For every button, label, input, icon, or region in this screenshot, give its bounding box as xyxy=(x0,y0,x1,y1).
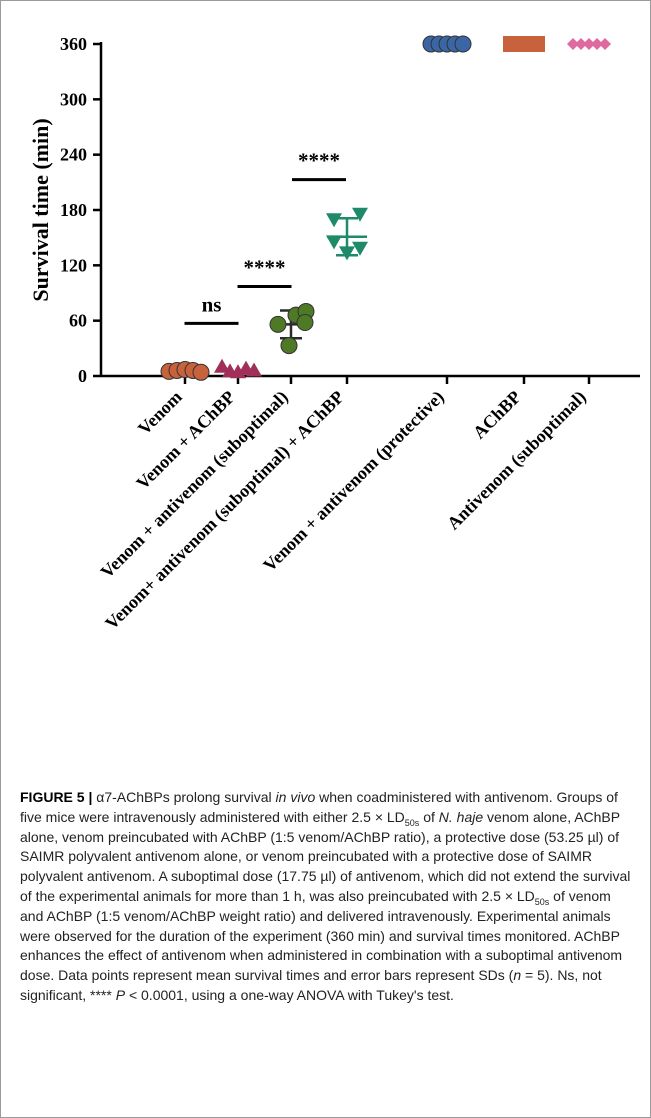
significance-label: **** xyxy=(298,149,340,173)
caption-segment: n xyxy=(513,967,522,984)
caption-segment: α7-AChBPs prolong survival xyxy=(92,789,276,805)
significance-label: **** xyxy=(244,256,286,280)
caption-segment: when coadministered with antivenom. Grou… xyxy=(20,789,618,825)
data-point xyxy=(352,241,368,256)
data-point xyxy=(575,38,587,50)
data-point xyxy=(454,35,472,53)
data-point xyxy=(269,315,287,333)
y-tick-label: 60 xyxy=(69,311,87,331)
significance-label: ns xyxy=(202,292,222,316)
x-category-label: AChBP xyxy=(469,387,525,443)
data-point xyxy=(591,38,603,50)
caption-segment: = 5). Ns, not significant, **** xyxy=(20,967,602,1003)
survival-scatter-chart: 0 60 120 180 240 300 360 Survival time (min) Ven… xyxy=(28,34,640,634)
caption-segment: < 0.0001, using a one-way ANOVA with Tuk… xyxy=(125,986,454,1003)
caption-segment: venom alone, AChBP alone, venom preincub… xyxy=(20,808,631,904)
data-point xyxy=(214,358,230,373)
x-category-label: Venom + AChBP xyxy=(132,387,239,494)
y-tick-label: 240 xyxy=(60,145,87,165)
data-point xyxy=(280,337,298,355)
data-point xyxy=(529,36,545,52)
caption-segment: 50s xyxy=(534,896,550,907)
data-point xyxy=(296,314,314,332)
caption-segment: N. haje xyxy=(438,808,484,825)
caption-segment: in vivo xyxy=(275,789,316,805)
caption-segment: 50s xyxy=(404,817,420,828)
y-tick-label: 180 xyxy=(60,200,87,220)
y-tick-label: 360 xyxy=(60,34,87,54)
caption-segment: of venom and AChBP (1:5 venom/AChBP weig… xyxy=(20,887,623,984)
caption-segment: of xyxy=(419,808,439,825)
data-point xyxy=(339,246,355,261)
data-point xyxy=(567,38,579,50)
caption-segment: P xyxy=(115,986,126,1003)
caption-body: α7-AChBPs prolong survival in vivo when … xyxy=(20,789,630,1003)
x-category-label: Venom xyxy=(134,387,186,439)
figure-label: FIGURE 5 | xyxy=(20,789,93,805)
y-tick-label: 300 xyxy=(60,89,87,109)
figure-caption: FIGURE 5 | α7-AChBPs prolong survival in… xyxy=(20,788,632,1006)
y-tick-label: 0 xyxy=(78,366,87,386)
data-point xyxy=(246,362,262,377)
data-point xyxy=(326,213,342,228)
data-point xyxy=(352,207,368,222)
data-point xyxy=(583,38,595,50)
y-tick-label: 120 xyxy=(60,255,87,275)
data-point xyxy=(192,363,210,381)
data-point xyxy=(326,235,342,250)
y-axis-title: Survival time (min) xyxy=(28,118,53,301)
data-point xyxy=(599,38,611,50)
x-category-label: Venom + antivenom (protective) xyxy=(259,387,448,576)
data-point xyxy=(230,364,246,379)
